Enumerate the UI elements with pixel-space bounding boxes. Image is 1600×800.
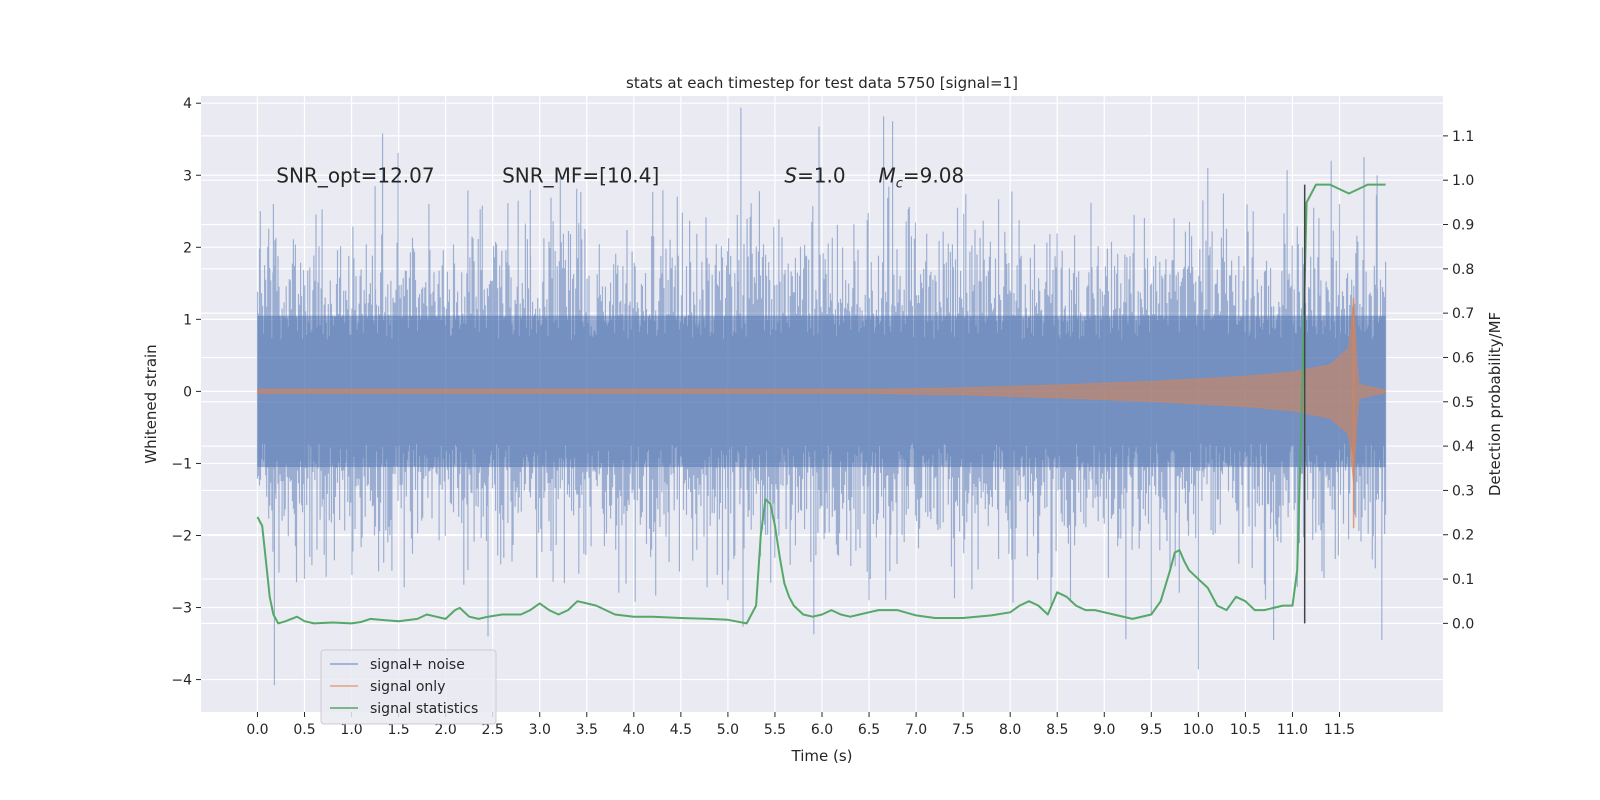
- legend: signal+ noise signal only signal statist…: [320, 649, 497, 725]
- right-y-tick-label-6: 0.6: [1452, 350, 1474, 366]
- left-y-axis-label: Whitened strain: [142, 344, 160, 463]
- x-tick-label-20: 10.0: [1183, 722, 1214, 738]
- x-tick-label-23: 11.5: [1324, 722, 1355, 738]
- x-tick-label-12: 6.0: [811, 722, 833, 738]
- right-y-tick-label-11: 1.1: [1452, 129, 1474, 145]
- x-tick-label-14: 7.0: [905, 722, 927, 738]
- legend-label-signal-statistics: signal statistics: [370, 701, 478, 717]
- right-y-tick-label-0: 0.0: [1452, 616, 1474, 632]
- annotations: SNR_opt=12.07 SNR_MF=[10.4] S=1.0 Mc=9.08: [276, 163, 964, 191]
- signal-only-series: [257, 297, 1386, 529]
- x-tick-label-6: 3.0: [529, 722, 551, 738]
- x-tick-label-5: 2.5: [482, 722, 504, 738]
- x-tick-label-16: 8.0: [999, 722, 1021, 738]
- x-tick-label-10: 5.0: [717, 722, 739, 738]
- left-y-tick-label-1: −3: [171, 601, 192, 617]
- x-tick-label-13: 6.5: [858, 722, 880, 738]
- left-y-tick-label-6: 2: [183, 240, 192, 256]
- x-tick-label-8: 4.0: [623, 722, 645, 738]
- chart-title: stats at each timestep for test data 575…: [626, 74, 1018, 92]
- x-tick-label-7: 3.5: [576, 722, 598, 738]
- left-y-tick-label-4: 0: [183, 384, 192, 400]
- x-tick-label-17: 8.5: [1046, 722, 1068, 738]
- x-tick-label-0: 0.0: [246, 722, 268, 738]
- x-tick-label-21: 10.5: [1230, 722, 1261, 738]
- x-tick-label-11: 5.5: [764, 722, 786, 738]
- right-y-tick-label-10: 1.0: [1452, 173, 1474, 189]
- annotation-2: S=1.0: [784, 163, 845, 187]
- right-y-tick-label-8: 0.8: [1452, 262, 1474, 278]
- x-tick-label-9: 4.5: [670, 722, 692, 738]
- legend-label-signal-noise: signal+ noise: [370, 657, 465, 673]
- x-tick-label-18: 9.0: [1093, 722, 1115, 738]
- left-y-tick-label-2: −2: [171, 528, 192, 544]
- right-y-tick-label-2: 0.2: [1452, 528, 1474, 544]
- right-y-tick-label-4: 0.4: [1452, 439, 1474, 455]
- signal-only-envelope: [257, 298, 1386, 485]
- left-y-axis-ticks: −4 −3 −2 −1 0 1 2 3 4: [171, 96, 201, 689]
- left-y-tick-label-8: 4: [183, 96, 192, 112]
- x-tick-label-19: 9.5: [1140, 722, 1162, 738]
- left-y-tick-label-0: −4: [171, 673, 192, 689]
- annotation-3: Mc=9.08: [878, 163, 964, 191]
- x-tick-label-2: 1.0: [340, 722, 362, 738]
- signal-statistics-series: [256, 183, 1386, 625]
- left-y-tick-label-5: 1: [183, 312, 192, 328]
- left-y-tick-label-7: 3: [183, 168, 192, 184]
- right-y-tick-label-7: 0.7: [1452, 306, 1474, 322]
- right-y-axis-label: Detection probability/MF: [1486, 312, 1504, 496]
- right-y-tick-label-1: 0.1: [1452, 572, 1474, 588]
- right-y-tick-label-9: 0.9: [1452, 218, 1474, 234]
- left-y-tick-label-3: −1: [171, 456, 192, 472]
- x-tick-label-1: 0.5: [293, 722, 315, 738]
- x-tick-label-22: 11.0: [1277, 722, 1308, 738]
- x-axis-label: Time (s): [791, 747, 853, 765]
- x-tick-label-3: 1.5: [387, 722, 409, 738]
- right-y-tick-label-5: 0.5: [1452, 395, 1474, 411]
- x-axis-ticks: 0.0 0.5 1.0 1.5 2.0 2.5 3.0 3.5 4.0 4.5 5.0 5.5 6.0 6…: [246, 712, 1355, 738]
- right-y-axis-ticks: 0.0 0.1 0.2 0.3 0.4 0.5 0.6 0.7 0.8 0.9 1.0 1.1: [1443, 129, 1474, 632]
- annotation-1: SNR_MF=[10.4]: [502, 163, 659, 187]
- legend-label-signal-only: signal only: [370, 679, 445, 695]
- x-tick-label-15: 7.5: [952, 722, 974, 738]
- annotation-0: SNR_opt=12.07: [276, 163, 434, 187]
- legend-box: [320, 649, 497, 725]
- x-tick-label-4: 2.0: [435, 722, 457, 738]
- right-y-tick-label-3: 0.3: [1452, 483, 1474, 499]
- signal-statistics-line: [256, 183, 1386, 625]
